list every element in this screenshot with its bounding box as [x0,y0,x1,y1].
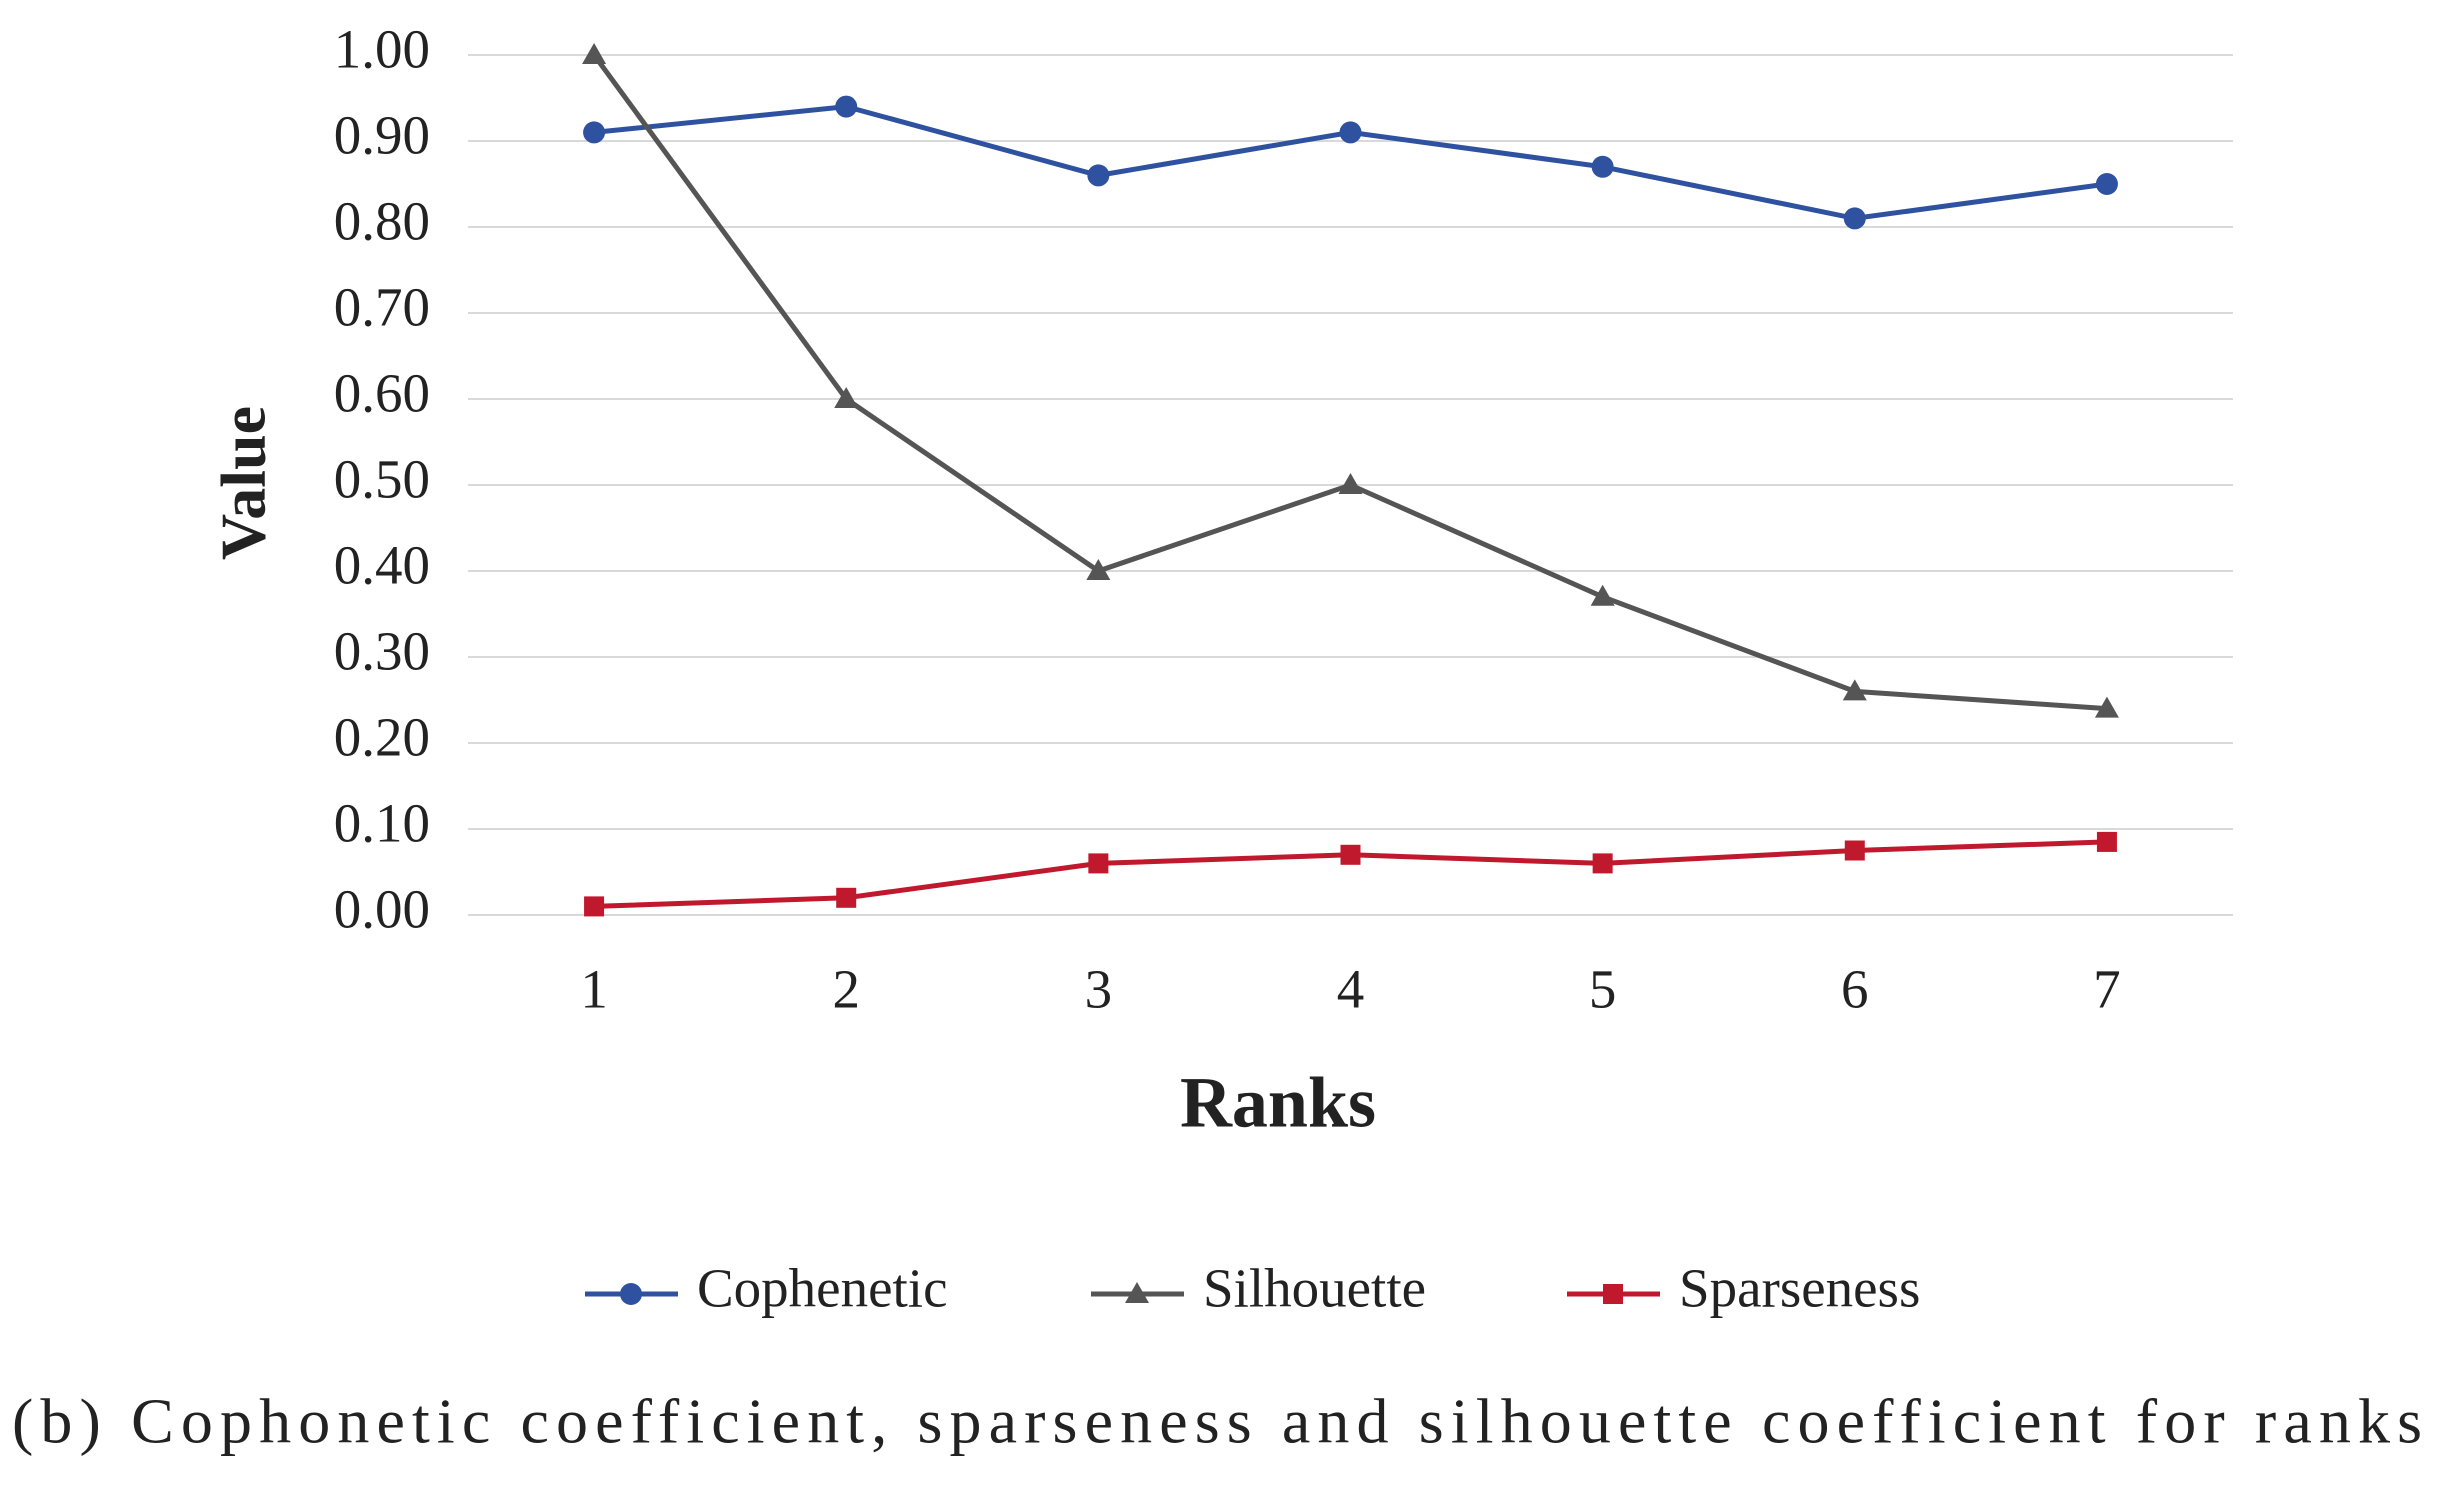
legend-label: Cophenetic [697,1258,947,1319]
y-tick-label: 0.40 [334,535,430,596]
y-tick-label: 0.60 [334,363,430,424]
x-tick-label: 1 [580,959,608,1020]
y-tick-label: 0.20 [334,707,430,768]
point [2094,696,2119,718]
x-tick-label: 4 [1337,959,1365,1020]
y-axis-title: Value [208,406,279,560]
point [1592,853,1613,874]
x-tick-label: 3 [1085,959,1113,1020]
point [834,387,859,408]
point [1086,559,1111,580]
x-tick-label: 2 [832,959,860,1020]
point [1842,679,1867,701]
legend-marker [620,1283,642,1305]
x-tick-label: 6 [1841,959,1869,1020]
point [1590,584,1615,606]
point [583,121,606,144]
point [2095,173,2118,195]
y-tick-label: 0.90 [334,105,430,166]
caption: (b) Cophonetic coefficient, sparseness a… [12,1386,2422,1457]
point [1591,155,1614,178]
point [1087,164,1110,187]
legend-label: Sparseness [1679,1258,1920,1319]
y-tick-label: 0.80 [334,191,430,252]
legend-marker [1603,1284,1623,1304]
point [1844,840,1865,861]
point [835,95,858,118]
y-tick-label: 0.50 [334,449,430,510]
y-tick-label: 0.00 [334,879,430,940]
point [1338,473,1363,494]
y-tick-label: 0.70 [334,277,430,338]
legend-label: Silhouette [1203,1258,1426,1319]
point [1340,844,1361,865]
point [1843,207,1866,230]
x-tick-label: 7 [2093,959,2121,1020]
point [1339,121,1362,144]
y-tick-label: 0.30 [334,621,430,682]
legend-marker [1125,1282,1149,1303]
point [1088,853,1109,874]
y-tick-label: 0.10 [334,793,430,854]
point [836,887,857,908]
y-tick-label: 1.00 [334,19,430,80]
point [584,896,605,917]
point [2096,831,2117,852]
x-axis-title: Ranks [1180,1063,1376,1143]
series-line [592,53,2108,712]
x-tick-label: 5 [1589,959,1617,1020]
point [582,43,607,64]
